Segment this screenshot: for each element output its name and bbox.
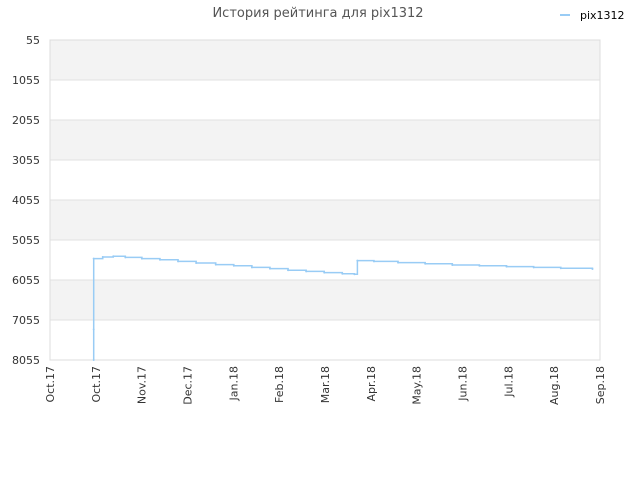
plot-band xyxy=(50,200,600,240)
series-point xyxy=(287,269,290,272)
x-tick-label: Dec.17 xyxy=(182,366,195,405)
series-point xyxy=(353,273,356,276)
y-tick-label: 6055 xyxy=(12,274,40,287)
series-point xyxy=(505,265,508,268)
series-point xyxy=(372,260,375,263)
series-point xyxy=(305,270,308,273)
y-tick-label: 4055 xyxy=(12,194,40,207)
series-point xyxy=(397,261,400,264)
chart-title: История рейтинга для pix1312 xyxy=(212,6,423,21)
series-point xyxy=(424,262,427,265)
plot-band xyxy=(50,40,600,80)
series-point xyxy=(250,266,253,269)
y-tick-label: 5055 xyxy=(12,234,40,247)
x-tick-label: Mar.18 xyxy=(319,366,332,403)
series-point xyxy=(124,256,127,259)
y-tick-label: 55 xyxy=(26,34,40,47)
series-point xyxy=(323,271,326,274)
series-point xyxy=(591,268,594,270)
x-tick-label: Oct.17 xyxy=(44,366,57,403)
series-point xyxy=(232,264,235,267)
series-layer xyxy=(92,255,594,361)
series-point xyxy=(177,260,180,263)
series-point xyxy=(101,256,104,258)
series-point xyxy=(269,267,271,270)
x-axis: Oct.17 Oct.17 Nov.17 Dec.17 Jan.18 Feb.18 Mar.… xyxy=(44,366,607,405)
series-point xyxy=(451,264,454,266)
legend: pix1312 xyxy=(560,9,625,22)
series-point xyxy=(92,359,95,361)
series-point xyxy=(559,267,562,270)
series-point xyxy=(159,258,161,261)
y-tick-label: 8055 xyxy=(12,354,40,367)
x-tick-label: Feb.18 xyxy=(273,366,286,403)
x-tick-label: Nov.17 xyxy=(136,366,149,404)
x-tick-label: Jan.18 xyxy=(227,366,240,401)
series-point xyxy=(341,272,344,275)
x-tick-label: Apr.18 xyxy=(365,366,378,402)
x-tick-label: Jun.18 xyxy=(457,366,470,402)
y-tick-label: 1055 xyxy=(12,74,40,87)
y-tick-label: 2055 xyxy=(12,114,40,127)
series-point xyxy=(532,266,535,269)
series-point xyxy=(214,263,217,266)
series-point xyxy=(92,328,95,331)
plot-frame xyxy=(49,39,601,361)
series-point xyxy=(92,257,95,260)
plot-band xyxy=(50,120,600,160)
x-tick-label: May.18 xyxy=(411,366,424,405)
x-tick-label: Jul.18 xyxy=(502,366,515,398)
plot-bands xyxy=(50,40,600,320)
x-tick-label: Oct.17 xyxy=(90,366,103,403)
plot-band xyxy=(50,280,600,320)
x-tick-label: Aug.18 xyxy=(548,366,561,405)
series-point xyxy=(356,259,359,262)
series-point xyxy=(140,257,143,260)
series-point xyxy=(478,264,481,267)
x-tick-label: Sep.18 xyxy=(594,366,607,404)
legend-label: pix1312 xyxy=(580,9,625,22)
series-point xyxy=(195,262,198,264)
series-point xyxy=(112,255,115,258)
y-tick-label: 7055 xyxy=(12,314,40,327)
y-tick-label: 3055 xyxy=(12,154,40,167)
y-axis: 55 1055 2055 3055 4055 5055 6055 7055 8055 xyxy=(12,34,40,367)
